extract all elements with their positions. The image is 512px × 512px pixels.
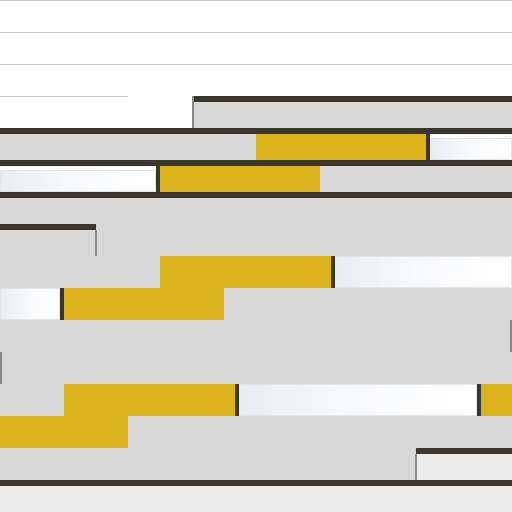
row14-ledge-top (416, 448, 512, 454)
bottom-wall (0, 480, 512, 486)
row10-right-mark (510, 320, 512, 352)
row-divider-2 (0, 32, 512, 33)
row10-left-mark (0, 352, 2, 384)
gold-block-1-edge (426, 134, 430, 160)
glass-block-4[interactable] (0, 288, 60, 320)
row9-floor (224, 288, 512, 320)
glass-block-3[interactable] (335, 256, 512, 288)
gold-block-2[interactable] (160, 166, 320, 192)
row14-floor (0, 448, 416, 480)
row-divider-3 (0, 64, 512, 65)
ledge-edge (192, 96, 194, 128)
row10-floor (0, 320, 512, 384)
glass-block-2[interactable] (0, 170, 156, 192)
bottom-floor (0, 486, 512, 512)
glass-block-4-edge (60, 288, 64, 320)
gold-block-7[interactable] (0, 416, 128, 448)
gold-block-3-edge (331, 256, 335, 288)
row14-ledge-fill (416, 454, 512, 480)
gold-block-3[interactable] (160, 256, 332, 288)
glass-block-5[interactable] (239, 384, 477, 416)
glass-block-2-edge (156, 166, 160, 192)
row8-floor (0, 256, 160, 288)
glass-block-5-edge (477, 384, 481, 416)
gold-block-4[interactable] (64, 288, 224, 320)
row14-ledge-edge (415, 454, 417, 480)
row-divider-1 (0, 0, 512, 1)
ledge-wall-top (192, 96, 512, 102)
gold-block-6[interactable] (481, 384, 512, 416)
row5-floor (320, 166, 512, 192)
row4-wall-top (0, 128, 512, 134)
gold-block-5-edge (235, 384, 239, 416)
gold-block-5[interactable] (64, 384, 236, 416)
row-divider-4 (0, 96, 128, 97)
row13-floor (128, 416, 512, 448)
row5-wall-top (0, 160, 512, 166)
row4-floor (0, 134, 256, 160)
glass-block-1[interactable] (430, 138, 512, 160)
gold-block-1[interactable] (256, 134, 428, 160)
ledge-floor (192, 102, 512, 128)
row12-floor (0, 384, 64, 416)
row6-wall-top (0, 192, 512, 198)
small-ledge-top (0, 224, 96, 230)
small-ledge-edge (95, 230, 97, 256)
